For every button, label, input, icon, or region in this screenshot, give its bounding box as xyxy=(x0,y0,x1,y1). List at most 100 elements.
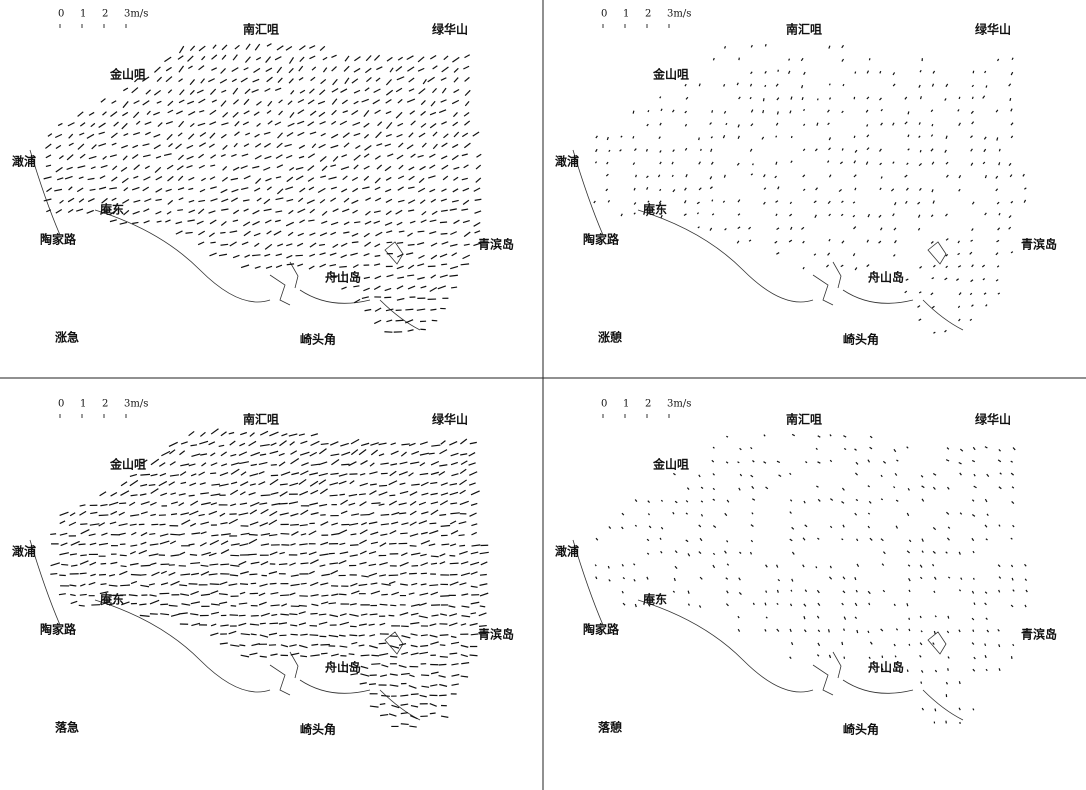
current-vector xyxy=(59,156,63,159)
current-vector xyxy=(181,513,189,515)
current-vector xyxy=(739,552,741,553)
current-vector xyxy=(792,552,794,554)
current-vector xyxy=(365,198,370,201)
current-vector xyxy=(239,603,247,604)
current-vector xyxy=(409,78,414,82)
current-vector xyxy=(816,566,817,568)
current-vector xyxy=(359,584,368,585)
current-vector xyxy=(920,643,922,645)
current-vector xyxy=(738,200,740,203)
current-vector xyxy=(411,706,418,707)
current-vector xyxy=(475,211,482,213)
current-vector xyxy=(389,481,397,485)
current-vector xyxy=(919,292,921,293)
current-vector xyxy=(933,643,934,645)
current-vector xyxy=(220,523,227,524)
current-vector xyxy=(753,603,754,605)
current-vector xyxy=(188,188,193,189)
current-vector xyxy=(299,66,303,71)
current-vector xyxy=(169,143,173,146)
current-vector xyxy=(221,534,231,535)
current-vector xyxy=(340,443,348,446)
current-vector xyxy=(439,514,446,515)
current-vector xyxy=(80,154,85,158)
current-vector xyxy=(908,111,909,114)
current-vector xyxy=(476,178,481,183)
place-name: 绿华山 xyxy=(432,22,468,37)
current-vector xyxy=(312,144,316,148)
current-vector xyxy=(359,450,366,455)
current-vector xyxy=(339,561,347,564)
current-vector xyxy=(210,177,215,180)
current-vector xyxy=(857,630,858,633)
current-vector xyxy=(661,551,662,553)
current-vector xyxy=(177,166,183,170)
current-vector xyxy=(868,591,870,593)
current-vector xyxy=(160,524,166,525)
current-vector xyxy=(405,320,413,323)
current-vector xyxy=(738,227,740,229)
current-vector xyxy=(250,522,258,525)
current-vector xyxy=(879,241,881,243)
current-vector xyxy=(309,233,315,235)
current-vector xyxy=(459,545,465,546)
current-vector xyxy=(239,462,249,464)
current-vector xyxy=(120,585,130,586)
current-vector xyxy=(750,97,751,99)
current-vector xyxy=(959,319,961,321)
current-vector xyxy=(230,575,238,576)
current-vector xyxy=(385,288,391,290)
current-vector xyxy=(308,178,314,182)
scale-label: 1 xyxy=(623,399,629,410)
current-vector xyxy=(198,154,203,158)
current-vector xyxy=(464,143,470,148)
current-vector xyxy=(470,655,478,656)
current-vector xyxy=(154,90,160,95)
current-vector xyxy=(312,67,316,70)
current-vector xyxy=(119,571,127,574)
current-vector xyxy=(390,531,397,534)
current-vector xyxy=(179,100,184,103)
current-vector xyxy=(222,45,227,50)
current-vector xyxy=(330,165,336,167)
current-vector xyxy=(410,492,417,496)
current-vector xyxy=(188,66,192,68)
current-vector xyxy=(622,564,623,566)
current-vector xyxy=(375,187,380,189)
current-vector xyxy=(179,198,184,200)
current-vector xyxy=(221,155,226,157)
current-vector xyxy=(946,682,947,684)
current-vector xyxy=(276,254,282,256)
current-vector xyxy=(972,265,974,267)
map-panel: 0123m/s南汇咀绿华山金山咀澉浦庵东陶家路青滨岛舟山岛崎头角落急 xyxy=(11,399,514,737)
current-vector xyxy=(190,123,194,126)
current-vector xyxy=(308,100,314,104)
current-vector xyxy=(909,590,910,592)
current-vector xyxy=(698,227,700,228)
current-vector xyxy=(156,211,162,214)
current-vector xyxy=(120,222,127,224)
current-vector xyxy=(450,244,457,246)
current-vector xyxy=(385,166,391,170)
current-vector xyxy=(143,144,150,146)
current-vector xyxy=(189,210,195,212)
current-vector xyxy=(673,591,674,592)
current-vector xyxy=(149,554,159,556)
current-vector xyxy=(287,133,293,137)
current-vector xyxy=(297,264,303,266)
current-vector xyxy=(255,266,261,268)
current-vector xyxy=(804,604,806,607)
current-vector xyxy=(220,643,228,644)
current-vector xyxy=(199,143,205,147)
current-vector xyxy=(369,522,377,524)
current-vector xyxy=(176,231,183,234)
current-vector xyxy=(210,540,219,544)
current-vector xyxy=(997,240,999,241)
current-vector xyxy=(362,187,369,189)
current-vector xyxy=(1011,461,1013,462)
current-vector xyxy=(352,79,358,83)
scale-label: 3m/s xyxy=(667,399,691,410)
current-vector xyxy=(80,594,87,595)
current-vector xyxy=(330,495,338,496)
current-vector xyxy=(380,534,387,535)
